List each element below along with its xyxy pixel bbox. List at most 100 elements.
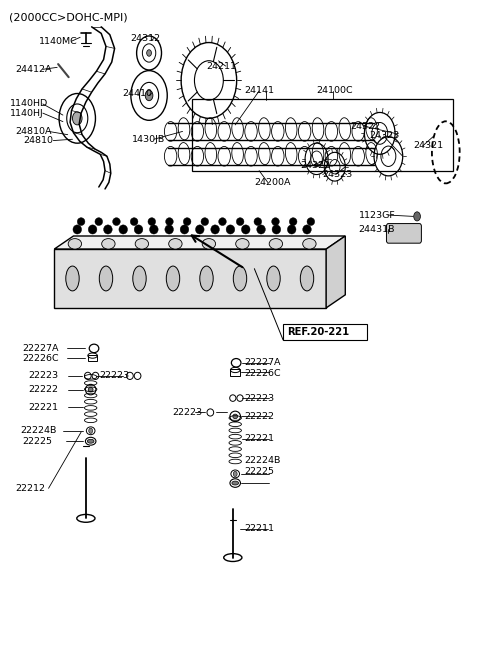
Text: 24312: 24312 bbox=[130, 34, 160, 43]
Ellipse shape bbox=[88, 225, 97, 234]
Ellipse shape bbox=[267, 266, 280, 291]
Ellipse shape bbox=[219, 217, 226, 225]
Text: 24141: 24141 bbox=[245, 86, 275, 96]
Ellipse shape bbox=[272, 217, 279, 225]
Circle shape bbox=[145, 90, 153, 101]
Text: 22222: 22222 bbox=[28, 385, 59, 394]
Ellipse shape bbox=[95, 217, 103, 225]
Ellipse shape bbox=[183, 217, 191, 225]
Ellipse shape bbox=[99, 266, 113, 291]
Text: 22211: 22211 bbox=[245, 524, 275, 533]
Polygon shape bbox=[54, 249, 326, 308]
Circle shape bbox=[233, 472, 237, 477]
Ellipse shape bbox=[233, 414, 238, 419]
Text: 22225: 22225 bbox=[245, 467, 275, 476]
Text: 1123GF: 1123GF bbox=[359, 210, 396, 219]
Ellipse shape bbox=[73, 225, 82, 234]
Ellipse shape bbox=[201, 217, 209, 225]
Ellipse shape bbox=[195, 225, 204, 234]
Ellipse shape bbox=[303, 225, 312, 234]
Ellipse shape bbox=[300, 266, 314, 291]
Text: 22223: 22223 bbox=[172, 408, 202, 417]
Ellipse shape bbox=[236, 217, 244, 225]
Ellipse shape bbox=[180, 225, 189, 234]
Ellipse shape bbox=[102, 238, 115, 249]
Circle shape bbox=[72, 112, 82, 125]
Text: 24810A: 24810A bbox=[15, 127, 51, 136]
Text: 22227A: 22227A bbox=[22, 344, 59, 353]
Ellipse shape bbox=[289, 217, 297, 225]
Text: 24410: 24410 bbox=[123, 89, 153, 98]
Circle shape bbox=[147, 50, 152, 56]
Text: 22222: 22222 bbox=[245, 412, 275, 421]
Ellipse shape bbox=[168, 238, 182, 249]
Text: 24431B: 24431B bbox=[359, 225, 395, 234]
Text: 22221: 22221 bbox=[245, 434, 275, 443]
Text: 1140MC: 1140MC bbox=[39, 37, 78, 46]
Text: REF.20-221: REF.20-221 bbox=[287, 327, 349, 337]
Ellipse shape bbox=[88, 387, 93, 392]
Text: 22226C: 22226C bbox=[245, 369, 281, 378]
Ellipse shape bbox=[303, 238, 316, 249]
Ellipse shape bbox=[119, 225, 128, 234]
Text: 24323: 24323 bbox=[323, 170, 353, 179]
Text: 22226C: 22226C bbox=[22, 354, 59, 364]
Ellipse shape bbox=[87, 440, 94, 443]
Ellipse shape bbox=[257, 225, 265, 234]
Bar bbox=[192, 99, 453, 171]
Ellipse shape bbox=[166, 266, 180, 291]
Text: 24100C: 24100C bbox=[317, 86, 353, 96]
Text: 24200A: 24200A bbox=[254, 178, 291, 187]
Ellipse shape bbox=[307, 217, 315, 225]
Text: 1140HJ: 1140HJ bbox=[10, 109, 44, 118]
Ellipse shape bbox=[134, 225, 143, 234]
Ellipse shape bbox=[135, 238, 149, 249]
Ellipse shape bbox=[211, 225, 219, 234]
Text: 24412A: 24412A bbox=[15, 65, 51, 74]
Text: 22223: 22223 bbox=[99, 371, 129, 381]
Text: 24211: 24211 bbox=[206, 62, 237, 71]
Polygon shape bbox=[326, 236, 345, 308]
Ellipse shape bbox=[148, 217, 156, 225]
Ellipse shape bbox=[166, 217, 173, 225]
Ellipse shape bbox=[200, 266, 213, 291]
Circle shape bbox=[89, 428, 93, 434]
Ellipse shape bbox=[104, 225, 112, 234]
Ellipse shape bbox=[113, 217, 120, 225]
Ellipse shape bbox=[288, 225, 296, 234]
Ellipse shape bbox=[66, 266, 79, 291]
Text: 1140HD: 1140HD bbox=[10, 100, 48, 109]
Ellipse shape bbox=[226, 225, 235, 234]
Text: 24321: 24321 bbox=[413, 141, 444, 150]
Ellipse shape bbox=[133, 266, 146, 291]
Text: (2000CC>DOHC-MPI): (2000CC>DOHC-MPI) bbox=[9, 12, 128, 22]
Ellipse shape bbox=[202, 238, 216, 249]
Ellipse shape bbox=[232, 481, 239, 485]
Bar bbox=[230, 369, 240, 376]
Bar bbox=[283, 324, 367, 340]
Ellipse shape bbox=[68, 238, 82, 249]
Ellipse shape bbox=[269, 238, 283, 249]
Polygon shape bbox=[54, 236, 345, 249]
Text: 24323: 24323 bbox=[369, 132, 399, 140]
Ellipse shape bbox=[130, 217, 138, 225]
Ellipse shape bbox=[236, 238, 249, 249]
Text: 22223: 22223 bbox=[245, 394, 275, 403]
Ellipse shape bbox=[233, 266, 247, 291]
Text: 24322: 24322 bbox=[350, 122, 380, 131]
Ellipse shape bbox=[150, 225, 158, 234]
Circle shape bbox=[414, 212, 420, 221]
Text: 22224B: 22224B bbox=[245, 457, 281, 465]
Text: 1430JB: 1430JB bbox=[132, 135, 166, 143]
Text: 24322: 24322 bbox=[300, 161, 330, 170]
Text: 22224B: 22224B bbox=[21, 426, 57, 436]
Bar bbox=[88, 355, 97, 362]
Ellipse shape bbox=[165, 225, 173, 234]
Ellipse shape bbox=[254, 217, 262, 225]
Ellipse shape bbox=[77, 217, 85, 225]
Text: 22225: 22225 bbox=[23, 437, 53, 446]
FancyBboxPatch shape bbox=[386, 223, 421, 243]
Text: 22212: 22212 bbox=[15, 484, 45, 493]
Text: 22223: 22223 bbox=[28, 371, 59, 381]
Ellipse shape bbox=[272, 225, 281, 234]
